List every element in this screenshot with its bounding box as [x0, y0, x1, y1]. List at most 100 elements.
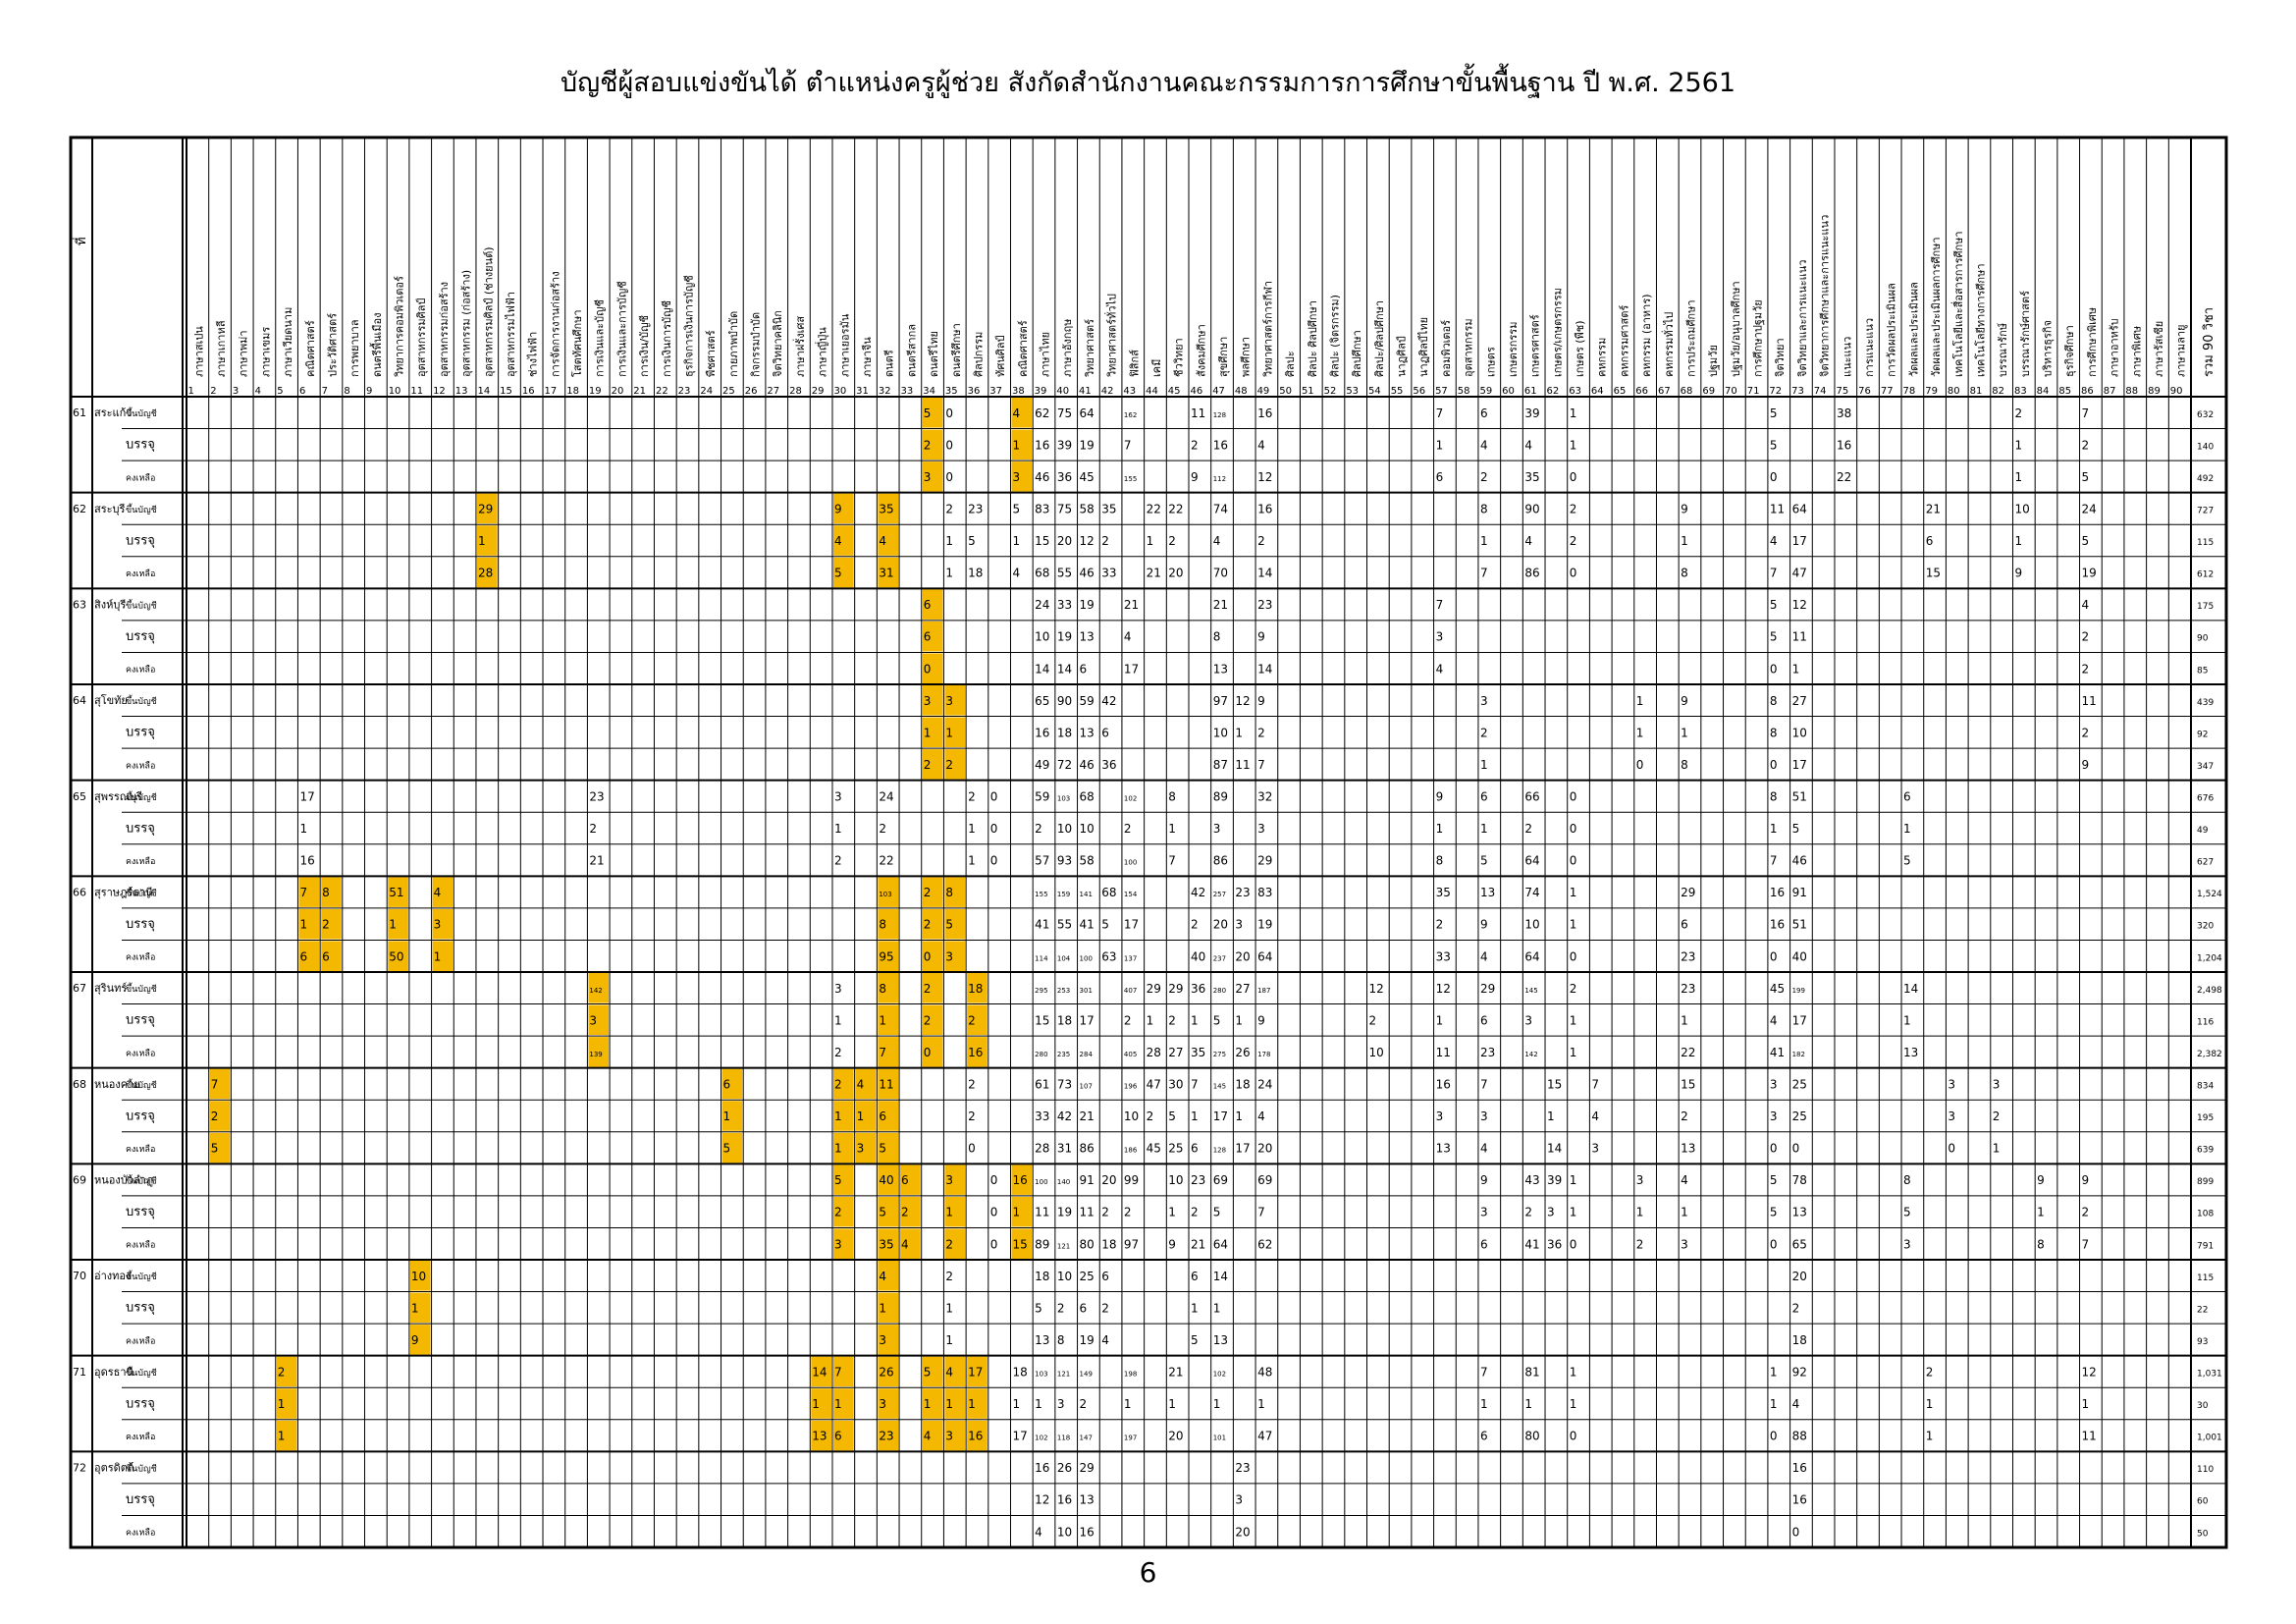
cell-value: 102	[1213, 1371, 1226, 1379]
cell-value: 1	[278, 1397, 286, 1411]
cell-value: 0	[924, 662, 932, 676]
cell-value: 1	[1681, 726, 1688, 739]
cell-value: 2	[1570, 982, 1577, 996]
cell-value: 69	[1213, 1173, 1228, 1187]
cell-value: 49	[1035, 758, 1049, 772]
column-header: ภาษาจีน	[861, 337, 874, 377]
cell-value: 4	[434, 886, 442, 899]
cell-value: 2	[1057, 1301, 1065, 1315]
cell-value: 0	[1570, 854, 1577, 868]
cell-value: 3	[945, 1173, 953, 1187]
cell-value: 1	[1436, 1013, 1444, 1027]
highlight-cell	[922, 621, 943, 652]
cell-value: 154	[1124, 891, 1138, 898]
column-header: ฟิสิกส์	[1128, 350, 1141, 378]
cell-value: 199	[1792, 987, 1805, 995]
column-number: 23	[678, 386, 691, 397]
column-number: 35	[945, 386, 958, 397]
row-total: 90	[2197, 634, 2209, 644]
cell-value: 17	[1124, 662, 1139, 676]
cell-value: 86	[1080, 1142, 1095, 1156]
cell-value: 20	[1792, 1270, 1807, 1283]
column-number: 33	[901, 386, 914, 397]
cell-value: 10	[1057, 1525, 1072, 1539]
highlight-cell	[944, 1196, 966, 1227]
cell-value: 0	[1636, 758, 1644, 772]
cell-value: 2	[1101, 1206, 1109, 1219]
cell-value: 2	[2082, 1206, 2090, 1219]
highlight-cell	[922, 1388, 943, 1419]
cell-value: 2	[924, 886, 932, 899]
cell-value: 10	[1168, 1173, 1183, 1187]
cell-value: 0	[1570, 949, 1577, 963]
cell-value: 11	[1436, 1046, 1451, 1059]
province-no: 72	[73, 1462, 86, 1475]
cell-value: 1	[834, 822, 842, 836]
province-no: 71	[73, 1366, 86, 1379]
cell-value: 9	[1436, 790, 1444, 804]
cell-value: 24	[1257, 1078, 1272, 1092]
column-number: 13	[455, 386, 468, 397]
cell-value: 1	[968, 1397, 976, 1411]
cell-value: 2	[1101, 1301, 1109, 1315]
cell-value: 6	[1926, 534, 1934, 548]
cell-value: 4	[2082, 598, 2090, 612]
column-header: การจัดการงานก่อสร้าง	[549, 271, 561, 377]
cell-value: 19	[1080, 1333, 1095, 1347]
cell-value: 69	[1257, 1173, 1272, 1187]
cell-value: 3	[1681, 1237, 1688, 1251]
cell-value: 19	[2082, 567, 2097, 580]
cell-value: 42	[1191, 886, 1205, 899]
cell-value: 40	[1191, 949, 1205, 963]
cell-value: 10	[1057, 1270, 1072, 1283]
cell-value: 6	[1101, 1270, 1109, 1283]
column-header: ทัศนศิลป์	[994, 336, 1007, 377]
cell-value: 27	[1792, 694, 1807, 708]
cell-value: 46	[1080, 758, 1095, 772]
cell-value: 7	[1168, 854, 1176, 868]
cell-value: 18	[1792, 1333, 1807, 1347]
highlight-cell	[922, 1420, 943, 1451]
row-type-label: คงเหลือ	[126, 1048, 155, 1058]
cell-value: 0	[1948, 1142, 1955, 1156]
cell-value: 2	[1080, 1397, 1088, 1411]
highlight-cell	[432, 941, 454, 971]
cell-value: 7	[1191, 1078, 1199, 1092]
cell-value: 7	[879, 1046, 886, 1059]
column-header: การพยาบาล	[348, 319, 361, 377]
cell-value: 1	[1035, 1397, 1042, 1411]
column-header: นาฏศิลป์	[1396, 336, 1409, 377]
column-number: 17	[545, 386, 558, 397]
cell-value: 21	[1213, 598, 1228, 612]
column-header: วัดผลและประเมินผลการศึกษา	[1930, 237, 1943, 377]
cell-value: 21	[1926, 503, 1941, 516]
column-number: 18	[566, 386, 579, 397]
highlight-cell	[1011, 1164, 1033, 1195]
cell-value: 22	[1147, 503, 1161, 516]
cell-value: 2	[1124, 1013, 1132, 1027]
row-total: 49	[2197, 826, 2209, 836]
cell-value: 3	[1636, 1173, 1644, 1187]
cell-value: 4	[879, 1270, 886, 1283]
highlight-cell	[967, 1388, 988, 1419]
cell-value: 29	[1080, 1461, 1095, 1475]
cell-value: 1	[1168, 1206, 1176, 1219]
cell-value: 78	[1792, 1173, 1807, 1187]
cell-value: 41	[1035, 918, 1049, 932]
column-header: ดนตรีพื้นเมือง	[369, 313, 384, 377]
column-number: 68	[1681, 386, 1693, 397]
cell-value: 1	[2014, 470, 2022, 484]
cell-value: 81	[1524, 1366, 1539, 1380]
row-total: 30	[2197, 1401, 2209, 1411]
cell-value: 25	[1792, 1078, 1807, 1092]
row-total: 627	[2197, 858, 2214, 868]
cell-value: 25	[1792, 1110, 1807, 1123]
cell-value: 2	[1480, 726, 1488, 739]
cell-value: 0	[1792, 1525, 1800, 1539]
cell-value: 0	[945, 470, 953, 484]
highlight-cell	[409, 1292, 431, 1324]
cell-value: 121	[1057, 1371, 1070, 1379]
cell-value: 0	[1570, 822, 1577, 836]
row-type-label: บรรจุ	[126, 917, 155, 932]
cell-value: 4	[901, 1237, 909, 1251]
